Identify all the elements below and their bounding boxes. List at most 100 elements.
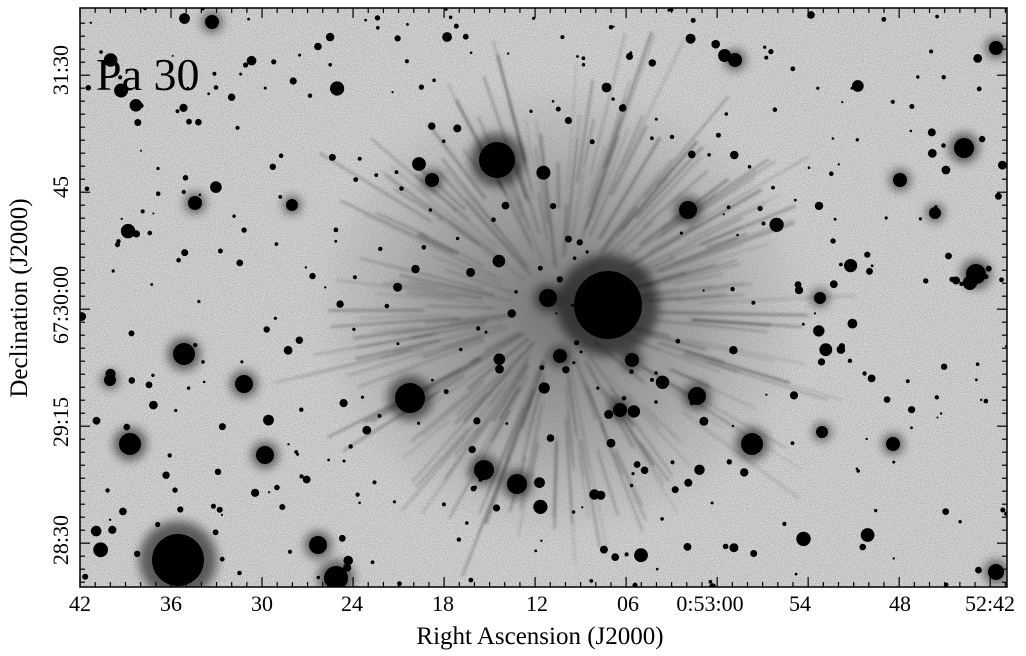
star bbox=[155, 522, 160, 527]
star bbox=[816, 426, 828, 438]
star bbox=[580, 350, 583, 353]
star bbox=[935, 395, 939, 399]
star bbox=[150, 283, 153, 286]
star bbox=[736, 234, 739, 237]
star bbox=[353, 275, 357, 279]
star bbox=[474, 460, 494, 480]
star bbox=[802, 323, 805, 326]
star bbox=[133, 230, 140, 237]
x-tick-label: 36 bbox=[160, 591, 182, 616]
star bbox=[556, 107, 561, 112]
star bbox=[550, 203, 556, 209]
star bbox=[934, 205, 938, 209]
star bbox=[884, 396, 891, 403]
star bbox=[442, 32, 452, 42]
star bbox=[177, 506, 183, 512]
star bbox=[539, 289, 557, 307]
star bbox=[119, 508, 127, 516]
star bbox=[412, 157, 426, 171]
star bbox=[417, 422, 420, 425]
star bbox=[199, 194, 202, 197]
star bbox=[327, 459, 330, 462]
star bbox=[406, 23, 409, 26]
star bbox=[469, 446, 476, 453]
star bbox=[478, 477, 482, 481]
star bbox=[539, 365, 544, 370]
star bbox=[466, 268, 475, 277]
star bbox=[906, 379, 910, 383]
star bbox=[649, 59, 656, 66]
star bbox=[547, 434, 555, 442]
star bbox=[168, 453, 172, 457]
star bbox=[893, 557, 895, 559]
star bbox=[358, 502, 361, 505]
star bbox=[572, 510, 575, 513]
star bbox=[213, 529, 219, 535]
star bbox=[299, 408, 303, 412]
star bbox=[442, 502, 446, 506]
star bbox=[679, 201, 697, 219]
star bbox=[340, 399, 348, 407]
star bbox=[571, 304, 574, 307]
star bbox=[765, 394, 767, 396]
star bbox=[553, 349, 567, 363]
star bbox=[986, 266, 992, 272]
star bbox=[151, 374, 154, 377]
star bbox=[909, 104, 914, 109]
star bbox=[942, 75, 946, 79]
star bbox=[613, 403, 627, 417]
star bbox=[240, 360, 243, 363]
star bbox=[540, 540, 542, 542]
star bbox=[182, 190, 186, 194]
star bbox=[841, 101, 843, 103]
star bbox=[711, 502, 714, 505]
star bbox=[134, 119, 141, 126]
star bbox=[349, 444, 353, 448]
star bbox=[980, 399, 982, 401]
star bbox=[296, 337, 303, 344]
star bbox=[852, 80, 864, 92]
star bbox=[940, 412, 942, 414]
star bbox=[935, 15, 939, 19]
star bbox=[596, 387, 599, 390]
star bbox=[716, 133, 721, 138]
star bbox=[339, 535, 346, 542]
star bbox=[750, 550, 757, 557]
star bbox=[264, 326, 270, 332]
star bbox=[197, 300, 200, 303]
star bbox=[686, 34, 696, 44]
star bbox=[691, 18, 696, 23]
star bbox=[236, 260, 243, 267]
star bbox=[334, 228, 339, 233]
star bbox=[156, 191, 161, 196]
star bbox=[288, 550, 292, 554]
star bbox=[886, 437, 900, 451]
star bbox=[723, 544, 729, 550]
star bbox=[830, 238, 835, 243]
star bbox=[973, 54, 982, 63]
star bbox=[791, 441, 795, 445]
star bbox=[228, 94, 235, 101]
star bbox=[628, 405, 640, 417]
star bbox=[140, 150, 142, 152]
star bbox=[534, 477, 545, 488]
star bbox=[181, 249, 188, 256]
star bbox=[881, 17, 886, 22]
star bbox=[457, 537, 461, 541]
star bbox=[660, 517, 664, 521]
star bbox=[395, 35, 401, 41]
star bbox=[916, 75, 919, 78]
star bbox=[790, 66, 795, 71]
star bbox=[574, 271, 642, 339]
star bbox=[172, 487, 177, 492]
star bbox=[937, 417, 939, 419]
star bbox=[848, 319, 858, 329]
star bbox=[727, 459, 732, 464]
y-tick-label: 31:30 bbox=[48, 45, 73, 95]
star bbox=[815, 202, 823, 210]
star bbox=[309, 273, 315, 279]
star bbox=[362, 426, 371, 435]
star bbox=[364, 19, 367, 22]
star bbox=[690, 401, 695, 406]
